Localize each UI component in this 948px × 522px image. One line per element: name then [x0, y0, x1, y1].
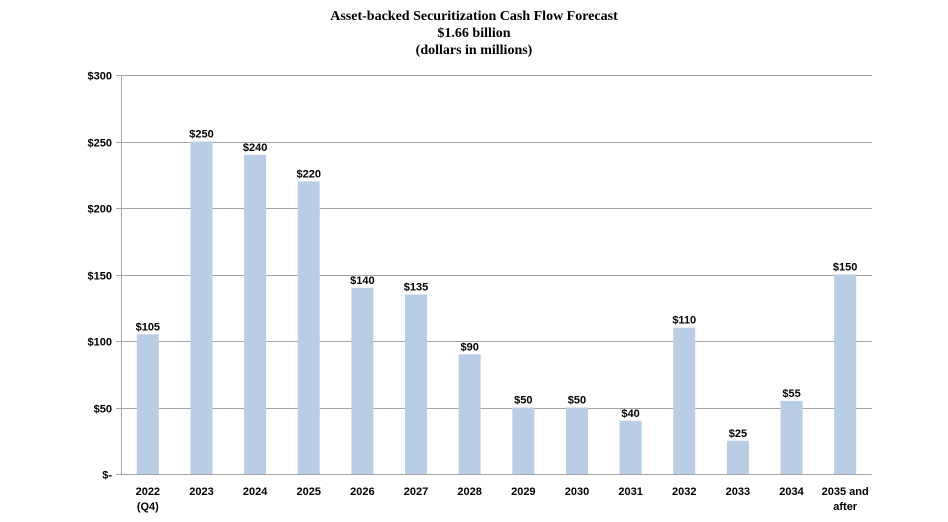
data-label: $135: [404, 281, 428, 293]
bar: [458, 354, 481, 474]
bar: [512, 407, 535, 474]
x-tick-label: 2032: [672, 486, 696, 498]
bar: [405, 294, 428, 474]
bar: [834, 274, 857, 474]
data-label: $105: [136, 321, 160, 333]
bar: [619, 420, 642, 474]
y-axis-ticks: $- $50 $100 $150 $200 $250 $300: [88, 71, 121, 482]
data-label: $110: [672, 315, 696, 327]
y-tick-label: $250: [88, 138, 112, 150]
data-label: $220: [297, 168, 321, 180]
bar: [244, 154, 267, 475]
data-labels: $105 $250 $240 $220 $140 $135 $90 $50 $50 $40 $110…: [136, 129, 858, 440]
x-tick-label: 2025: [297, 486, 321, 498]
y-tick-label: $100: [88, 337, 112, 349]
x-tick-label: 2033: [726, 486, 750, 498]
data-label: $240: [243, 142, 267, 154]
bar: [565, 407, 588, 474]
x-tick-label: 2022: [136, 486, 160, 498]
x-tick-label: 2031: [618, 486, 642, 498]
y-tick-label: $200: [88, 204, 112, 216]
x-tick-label: 2029: [511, 486, 535, 498]
bar: [297, 181, 320, 474]
gridlines: [121, 75, 872, 475]
bar: [351, 287, 374, 474]
x-tick-label: 2027: [404, 486, 428, 498]
data-label: $40: [621, 408, 639, 420]
y-tick-label: $50: [94, 404, 112, 416]
y-tick-label: $-: [102, 470, 112, 482]
bar: [136, 334, 159, 474]
x-axis-ticks: 2022 (Q4) 2023 2024 2025 2026 2027 2028 2029 2030…: [136, 486, 869, 513]
x-tick-label: 2026: [350, 486, 374, 498]
y-tick-label: $300: [88, 71, 112, 83]
bar: [780, 400, 803, 474]
x-tick-label: 2028: [457, 486, 481, 498]
x-tick-label: 2030: [565, 486, 589, 498]
x-tick-label: 2024: [243, 486, 268, 498]
data-label: $50: [568, 395, 586, 407]
x-tick-label: after: [833, 501, 858, 513]
bar: [190, 141, 213, 474]
chart-titles: Asset-backed Securitization Cash Flow Fo…: [0, 8, 948, 59]
y-tick-label: $150: [88, 271, 112, 283]
data-label: $140: [350, 275, 374, 287]
x-tick-label: 2034: [779, 486, 804, 498]
data-label: $25: [729, 428, 747, 440]
data-label: $250: [189, 129, 213, 141]
chart-subtitle: $1.66 billion: [437, 26, 511, 41]
bars: [136, 141, 857, 475]
data-label: $55: [782, 388, 800, 400]
chart-title: Asset-backed Securitization Cash Flow Fo…: [330, 9, 618, 24]
chart-subtitle-units: (dollars in millions): [415, 43, 533, 58]
bar: [673, 327, 696, 474]
bar: [726, 440, 749, 474]
x-tick-label: 2023: [189, 486, 213, 498]
x-tick-label: 2035 and: [822, 486, 869, 498]
x-tick-label: (Q4): [137, 501, 159, 513]
data-label: $50: [514, 395, 532, 407]
data-label: $150: [833, 262, 857, 274]
data-label: $90: [460, 341, 478, 353]
